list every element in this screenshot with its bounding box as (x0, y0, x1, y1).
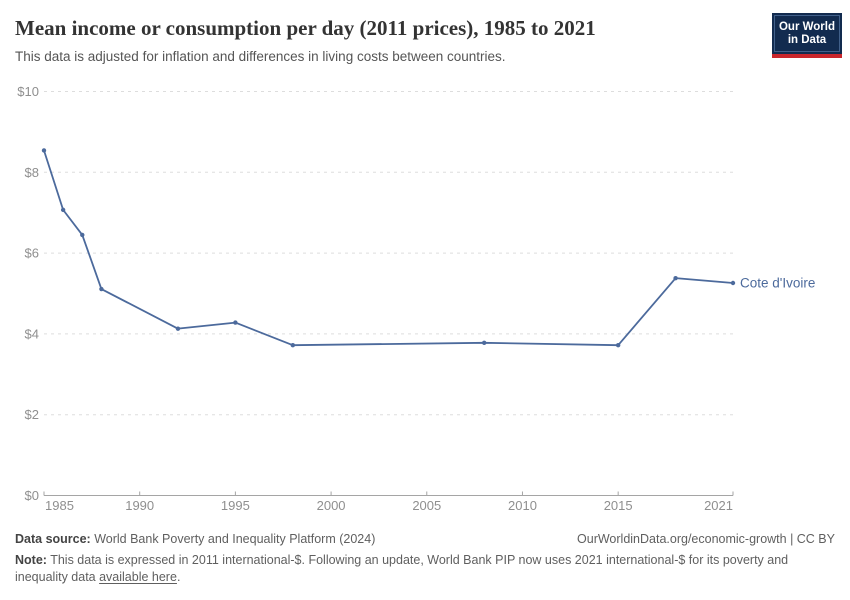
data-point[interactable] (99, 286, 104, 292)
attribution-link[interactable]: OurWorldinData.org/economic-growth | CC … (577, 532, 835, 546)
y-axis-tick-label: $4 (25, 326, 39, 341)
x-axis-tick-label: 2010 (508, 498, 537, 513)
x-axis-tick-label: 1985 (45, 498, 74, 513)
series-end-label[interactable]: Cote d'Ivoire (740, 275, 815, 290)
owid-logo-red-stripe (772, 54, 842, 58)
chart-area: $0 $2 $4 $6 $8 $10 1985 1990 1995 2000 2005 2010 201… (0, 80, 850, 530)
data-point[interactable] (615, 343, 621, 348)
y-axis-tick-label: $10 (17, 84, 39, 99)
data-point[interactable] (60, 207, 66, 213)
x-axis-tick-label: 2005 (412, 498, 441, 513)
data-point[interactable] (80, 232, 85, 238)
chart-title: Mean income or consumption per day (2011… (15, 16, 596, 40)
x-axis-tick-label: 2021 (704, 498, 733, 513)
data-point[interactable] (481, 340, 487, 345)
available-here-link[interactable]: available here (99, 570, 177, 584)
owid-logo-text: Our World in Data (774, 15, 840, 52)
footnote-text: This data is expressed in 2011 internati… (15, 553, 789, 584)
data-source-label: Data source: (15, 532, 91, 546)
owid-logo-line2: in Data (787, 33, 827, 46)
data-point[interactable] (673, 275, 678, 281)
y-axis-tick-label: $6 (25, 246, 39, 261)
chart-header: Mean income or consumption per day (2011… (15, 13, 842, 65)
x-axis-tick-label: 2015 (604, 498, 633, 513)
footnote-label: Note: (15, 553, 47, 567)
data-source-text: World Bank Poverty and Inequality Platfo… (90, 532, 376, 546)
chart-subtitle: This data is adjusted for inflation and … (15, 49, 506, 64)
x-axis-tick-label: 1995 (221, 498, 250, 513)
data-point[interactable] (175, 326, 181, 331)
owid-logo-background: Our World in Data (772, 13, 842, 54)
x-axis-tick-label: 2000 (317, 498, 346, 513)
chart-footer: Data source: World Bank Poverty and Ineq… (15, 531, 835, 586)
owid-logo-line1: Our World (778, 20, 835, 33)
footnote: Note: This data is expressed in 2011 int… (15, 552, 815, 586)
data-source: Data source: World Bank Poverty and Ineq… (15, 531, 375, 548)
y-axis-tick-label: $8 (25, 165, 39, 180)
data-line (43, 149, 734, 347)
data-point[interactable] (233, 320, 238, 325)
line-chart[interactable]: $0 $2 $4 $6 $8 $10 1985 1990 1995 2000 2005 2010 201… (0, 80, 850, 530)
x-axis-tick-label: 1990 (125, 498, 154, 513)
data-point[interactable] (290, 343, 296, 348)
y-axis-tick-label: $0 (25, 488, 39, 503)
owid-logo[interactable]: Our World in Data (772, 13, 842, 58)
data-point[interactable] (730, 280, 736, 286)
footnote-period: . (176, 570, 181, 584)
y-axis-tick-label: $2 (25, 407, 39, 422)
data-point[interactable] (41, 148, 47, 153)
